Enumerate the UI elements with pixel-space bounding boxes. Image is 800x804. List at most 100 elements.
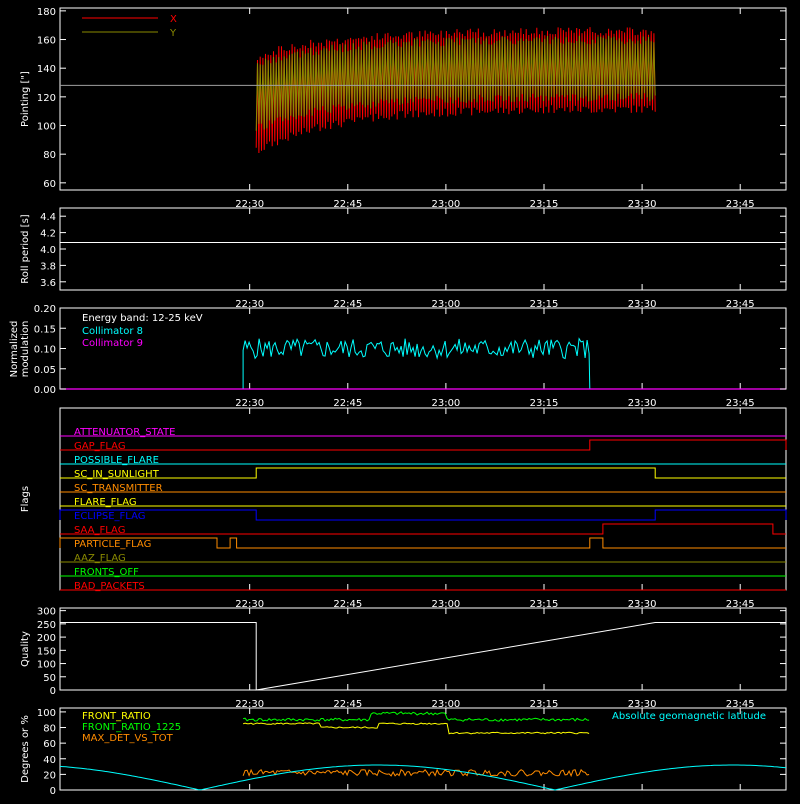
y-tick-label: 40 bbox=[43, 755, 56, 766]
y-axis-label: Degrees or % bbox=[20, 715, 31, 783]
flag-label-flare-flag: FLARE_FLAG bbox=[74, 497, 137, 508]
geomagnetic-latitude-trace bbox=[59, 764, 787, 791]
y-tick-label: 80 bbox=[43, 150, 56, 161]
x-tick-label: 22:30 bbox=[235, 199, 264, 210]
flag-label-eclipse-flag: ECLIPSE_FLAG bbox=[74, 511, 145, 522]
y-tick-label: 3.6 bbox=[40, 278, 56, 289]
max-det-vs-tot-trace bbox=[242, 768, 590, 778]
legend-label-geomagnetic-latitude: Absolute geomagnetic latitude bbox=[612, 711, 766, 722]
x-tick-label: 22:45 bbox=[333, 299, 362, 310]
y-tick-label: 60 bbox=[43, 739, 56, 750]
y-tick-label: 100 bbox=[37, 708, 56, 719]
y-tick-label: 20 bbox=[43, 770, 56, 781]
x-tick-label: 23:00 bbox=[431, 699, 460, 710]
y-tick-label: 4.0 bbox=[40, 245, 56, 256]
y-axis-label: Quality bbox=[20, 631, 31, 667]
x-tick-label: 23:30 bbox=[628, 299, 657, 310]
collimator-8-trace bbox=[242, 337, 591, 390]
quality-trace bbox=[60, 622, 787, 691]
y-tick-label: 100 bbox=[37, 122, 56, 133]
x-tick-label: 23:00 bbox=[431, 199, 460, 210]
y-tick-label: 4.4 bbox=[40, 212, 56, 223]
flag-label-possible-flare: POSSIBLE_FLARE bbox=[74, 455, 159, 466]
flag-label-fronts-off: FRONTS_OFF bbox=[74, 567, 139, 578]
y-tick-label: 0.00 bbox=[34, 385, 56, 396]
y-tick-label: 200 bbox=[37, 633, 56, 644]
panel-5-frame bbox=[59, 707, 787, 791]
series-x-trace bbox=[255, 27, 656, 154]
x-tick-label: 23:00 bbox=[431, 299, 460, 310]
flag-line-sc-in-sunlight bbox=[60, 467, 786, 479]
legend-label-front-ratio-1225: FRONT_RATIO_1225 bbox=[82, 722, 181, 733]
x-tick-label: 23:15 bbox=[530, 699, 559, 710]
x-tick-label: 23:30 bbox=[628, 699, 657, 710]
x-tick-label: 22:45 bbox=[333, 699, 362, 710]
legend-label-front-ratio: FRONT_RATIO bbox=[82, 711, 151, 722]
x-tick-label: 22:30 bbox=[235, 398, 264, 409]
y-tick-label: 0.15 bbox=[34, 324, 56, 335]
flag-label-aaz-flag: AAZ_FLAG bbox=[74, 553, 126, 564]
x-tick-label: 23:15 bbox=[530, 299, 559, 310]
y-axis-label: Flags bbox=[20, 486, 31, 512]
y-tick-label: 100 bbox=[37, 660, 56, 671]
y-tick-label: 4.2 bbox=[40, 229, 56, 240]
x-tick-label: 23:00 bbox=[431, 599, 460, 610]
x-tick-label: 23:30 bbox=[628, 398, 657, 409]
flag-line-eclipse-flag bbox=[59, 509, 787, 521]
y-tick-label: 50 bbox=[43, 673, 56, 684]
y-tick-label: 120 bbox=[37, 93, 56, 104]
y-tick-label: 0.20 bbox=[34, 304, 56, 315]
x-tick-label: 23:45 bbox=[726, 599, 755, 610]
x-tick-label: 23:45 bbox=[726, 299, 755, 310]
flag-line-gap-flag bbox=[60, 439, 787, 451]
legend-label-collimator-8: Collimator 8 bbox=[82, 326, 143, 337]
x-tick-label: 22:30 bbox=[235, 599, 264, 610]
x-tick-label: 23:30 bbox=[628, 199, 657, 210]
flag-label-attenuator-state: ATTENUATOR_STATE bbox=[74, 427, 175, 438]
x-tick-label: 23:00 bbox=[431, 398, 460, 409]
x-tick-label: 22:30 bbox=[235, 299, 264, 310]
legend-label-max-det-vs-tot: MAX_DET_VS_TOT bbox=[82, 733, 174, 744]
legend-title: Energy band: 12-25 keV bbox=[82, 313, 203, 324]
y-tick-label: 0 bbox=[50, 686, 56, 697]
flag-label-gap-flag: GAP_FLAG bbox=[74, 441, 126, 452]
y-tick-label: 0.10 bbox=[34, 345, 56, 356]
x-tick-label: 23:15 bbox=[530, 199, 559, 210]
y-axis-label: Roll period [s] bbox=[20, 214, 31, 283]
y-tick-label: 150 bbox=[37, 646, 56, 657]
x-tick-label: 23:45 bbox=[726, 699, 755, 710]
y-tick-label: 140 bbox=[37, 64, 56, 75]
flag-label-sc-transmitter: SC_TRANSMITTER bbox=[74, 483, 163, 494]
panel-0-frame bbox=[59, 7, 787, 191]
y-tick-label: 60 bbox=[43, 179, 56, 190]
y-tick-label: 3.8 bbox=[40, 261, 56, 272]
flag-label-particle-flag: PARTICLE_FLAG bbox=[74, 539, 151, 550]
flag-label-bad-packets: BAD_PACKETS bbox=[74, 581, 145, 592]
series-y-trace bbox=[255, 35, 656, 131]
front-ratio-trace bbox=[242, 722, 590, 735]
y-tick-label: 160 bbox=[37, 36, 56, 47]
x-tick-label: 22:45 bbox=[333, 599, 362, 610]
y-tick-label: 0 bbox=[50, 786, 56, 797]
x-tick-label: 22:30 bbox=[235, 699, 264, 710]
legend-label-collimator-9: Collimator 9 bbox=[82, 338, 143, 349]
legend-label-x: X bbox=[170, 14, 177, 25]
flag-label-sc-in-sunlight: SC_IN_SUNLIGHT bbox=[74, 469, 160, 480]
flag-line-particle-flag bbox=[59, 537, 786, 549]
y-tick-label: 0.05 bbox=[34, 365, 56, 376]
x-tick-label: 22:45 bbox=[333, 398, 362, 409]
flag-line-saa-flag bbox=[60, 523, 786, 535]
y-tick-label: 80 bbox=[43, 724, 56, 735]
panel-1-frame bbox=[59, 207, 787, 291]
flag-label-saa-flag: SAA_FLAG bbox=[74, 525, 125, 536]
x-tick-label: 23:15 bbox=[530, 599, 559, 610]
panel-4-frame bbox=[59, 607, 787, 691]
x-tick-label: 23:30 bbox=[628, 599, 657, 610]
legend-label-y: Y bbox=[169, 28, 177, 39]
y-axis-label: modulation bbox=[20, 321, 31, 378]
y-axis-label: Normalized bbox=[9, 321, 20, 378]
y-tick-label: 300 bbox=[37, 607, 56, 618]
y-axis-label: Pointing ["] bbox=[20, 71, 31, 127]
